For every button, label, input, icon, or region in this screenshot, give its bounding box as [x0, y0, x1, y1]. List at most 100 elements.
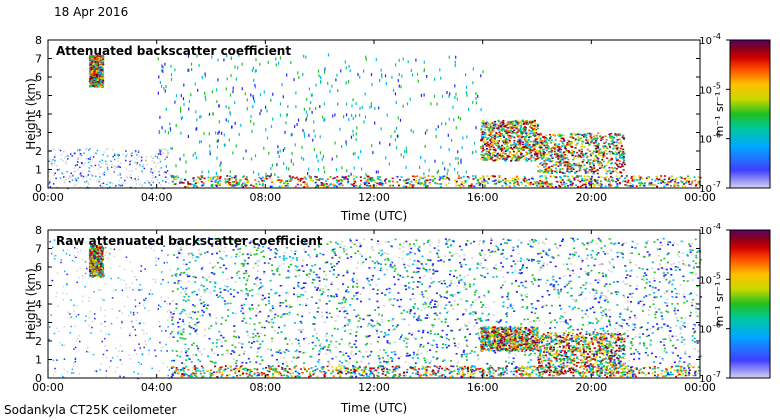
- heatmap-cell: [617, 331, 620, 334]
- heatmap-cell: [154, 155, 157, 158]
- heatmap-cell: [420, 156, 422, 159]
- heatmap-cell: [235, 144, 237, 148]
- heatmap-cell: [596, 172, 599, 175]
- heatmap-cell: [314, 134, 316, 138]
- heatmap-cell: [416, 319, 419, 322]
- heatmap-cell: [359, 176, 362, 178]
- heatmap-cell: [96, 85, 98, 88]
- heatmap-cell: [352, 175, 355, 177]
- heatmap-cell: [213, 290, 216, 292]
- heatmap-cell: [50, 163, 53, 165]
- heatmap-cell: [350, 246, 353, 248]
- heatmap-cell: [351, 346, 353, 348]
- heatmap-cell: [183, 153, 185, 157]
- heatmap-cell: [354, 184, 357, 187]
- heatmap-cell: [472, 283, 475, 286]
- heatmap-cell: [556, 171, 558, 174]
- heatmap-cell: [247, 179, 249, 182]
- heatmap-cell: [528, 183, 531, 186]
- heatmap-cell: [380, 254, 383, 257]
- heatmap-cell: [422, 183, 425, 185]
- heatmap-cell: [577, 156, 580, 159]
- heatmap-cell: [577, 139, 580, 142]
- heatmap-cell: [386, 355, 389, 357]
- heatmap-cell: [625, 175, 628, 177]
- heatmap-cell: [180, 351, 183, 353]
- heatmap-cell: [437, 256, 440, 258]
- heatmap-cell: [608, 308, 611, 311]
- heatmap-cell: [423, 60, 425, 64]
- heatmap-cell: [542, 155, 545, 158]
- heatmap-cell: [337, 261, 340, 263]
- heatmap-cell: [499, 137, 502, 140]
- heatmap-cell: [538, 146, 541, 149]
- heatmap-cell: [518, 140, 521, 142]
- heatmap-cell: [488, 127, 491, 129]
- heatmap-cell: [587, 142, 589, 144]
- heatmap-cell: [488, 146, 491, 149]
- heatmap-cell: [117, 160, 119, 162]
- heatmap-cell: [410, 128, 412, 132]
- heatmap-cell: [219, 180, 222, 182]
- heatmap-cell: [101, 56, 104, 58]
- heatmap-cell: [303, 181, 306, 183]
- heatmap-cell: [416, 267, 419, 269]
- heatmap-cell: [394, 138, 396, 142]
- heatmap-cell: [218, 184, 221, 187]
- heatmap-cell: [236, 240, 239, 242]
- heatmap-cell: [396, 181, 399, 183]
- heatmap-cell: [230, 177, 233, 180]
- heatmap-cell: [437, 125, 439, 129]
- heatmap-cell: [485, 157, 488, 160]
- heatmap-cell: [375, 58, 377, 62]
- heatmap-cell: [483, 178, 486, 181]
- heatmap-cell: [88, 167, 90, 169]
- heatmap-cell: [159, 115, 161, 119]
- heatmap-cell: [454, 344, 457, 347]
- heatmap-cell: [613, 145, 616, 147]
- heatmap-cell: [514, 181, 517, 184]
- heatmap-cell: [170, 64, 172, 68]
- heatmap-cell: [333, 185, 336, 188]
- heatmap-cell: [441, 122, 443, 126]
- heatmap-cell: [532, 132, 535, 135]
- heatmap-cell: [498, 131, 501, 134]
- heatmap-cell: [569, 318, 572, 321]
- heatmap-cell: [599, 135, 602, 138]
- heatmap-cell: [326, 243, 329, 245]
- heatmap-cell: [188, 261, 191, 264]
- heatmap-cell: [370, 73, 373, 77]
- heatmap-cell: [290, 177, 293, 179]
- heatmap-cell: [335, 168, 337, 172]
- heatmap-cell: [675, 182, 678, 185]
- heatmap-cell: [643, 272, 646, 274]
- heatmap-cell: [331, 157, 333, 161]
- heatmap-cell: [529, 158, 532, 160]
- heatmap-cell: [149, 183, 151, 185]
- heatmap-cell: [100, 74, 103, 76]
- heatmap-cell: [679, 357, 682, 359]
- heatmap-cell: [510, 179, 513, 182]
- heatmap-cell: [564, 145, 567, 147]
- heatmap-cell: [544, 141, 547, 143]
- heatmap-cell: [224, 289, 227, 291]
- heatmap-cell: [597, 142, 600, 145]
- heatmap-cell: [592, 138, 595, 140]
- heatmap-cell: [619, 176, 622, 178]
- heatmap-cell: [465, 91, 467, 95]
- heatmap-cell: [319, 352, 321, 354]
- heatmap-cell: [98, 73, 101, 75]
- heatmap-cell: [455, 157, 457, 160]
- heatmap-cell: [627, 296, 629, 299]
- heatmap-cell: [497, 181, 500, 183]
- heatmap-cell: [185, 160, 187, 164]
- heatmap-cell: [484, 253, 486, 256]
- heatmap-cell: [667, 181, 670, 183]
- heatmap-cell: [188, 107, 190, 111]
- heatmap-cell: [621, 156, 624, 159]
- heatmap-cell: [688, 293, 691, 296]
- heatmap-cell: [567, 175, 570, 178]
- heatmap-cell: [460, 181, 463, 183]
- heatmap-cell: [494, 151, 496, 154]
- heatmap-cell: [499, 153, 501, 155]
